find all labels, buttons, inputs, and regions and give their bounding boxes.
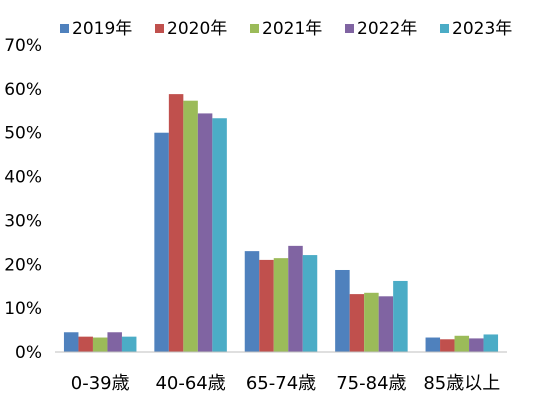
bar [168, 94, 184, 353]
bar [92, 337, 108, 352]
legend-label: 2021年 [262, 19, 322, 39]
legend-swatch [155, 24, 164, 33]
y-tick-label: 0% [15, 343, 42, 363]
x-tick-label: 75-84歳 [336, 373, 406, 394]
bar [349, 294, 365, 352]
x-tick-label: 40-64歳 [155, 373, 225, 394]
bar [197, 113, 213, 352]
legend-label: 2020年 [167, 19, 227, 39]
x-tick-label: 65-74歳 [246, 373, 316, 394]
bar [107, 332, 122, 352]
legend-label: 2022年 [357, 19, 417, 39]
bar [302, 255, 318, 352]
bar [483, 334, 499, 352]
y-tick-label: 20% [4, 255, 42, 275]
legend-swatch [60, 24, 69, 33]
legend-swatch [250, 24, 259, 33]
bar [454, 335, 470, 352]
bar [244, 251, 260, 352]
bar [335, 269, 350, 352]
bar [121, 336, 137, 352]
legend-swatch [440, 24, 449, 33]
bar [63, 332, 79, 352]
bar [183, 100, 198, 352]
bar [154, 132, 169, 352]
bar [212, 118, 227, 353]
bar [364, 292, 379, 352]
bar [469, 338, 484, 352]
bar [259, 259, 274, 352]
legend-label: 2019年 [72, 19, 132, 39]
y-tick-label: 50% [4, 124, 42, 144]
bar [425, 337, 441, 352]
y-tick-label: 70% [4, 36, 42, 56]
legend-swatch [345, 24, 354, 33]
bar [288, 245, 303, 352]
legend: 2019年 2020年 2021年 2022年 2023年 [60, 19, 512, 39]
x-tick-label: 0-39歳 [71, 373, 130, 394]
x-axis: 0-39歳 40-64歳 65-74歳 75-84歳 85歳以上 [71, 373, 500, 394]
legend-label: 2023年 [452, 19, 512, 39]
bar [393, 280, 408, 352]
bar [78, 336, 93, 352]
bar [273, 258, 289, 352]
y-tick-label: 60% [4, 80, 42, 100]
y-axis: 0% 10% 20% 30% 40% 50% 60% 70% [4, 36, 42, 363]
bar [378, 296, 394, 352]
x-tick-label: 85歳以上 [423, 373, 500, 394]
bar [440, 339, 455, 352]
y-tick-label: 40% [4, 168, 42, 188]
y-tick-label: 30% [4, 211, 42, 231]
bars [63, 94, 499, 353]
y-tick-label: 10% [4, 299, 42, 319]
